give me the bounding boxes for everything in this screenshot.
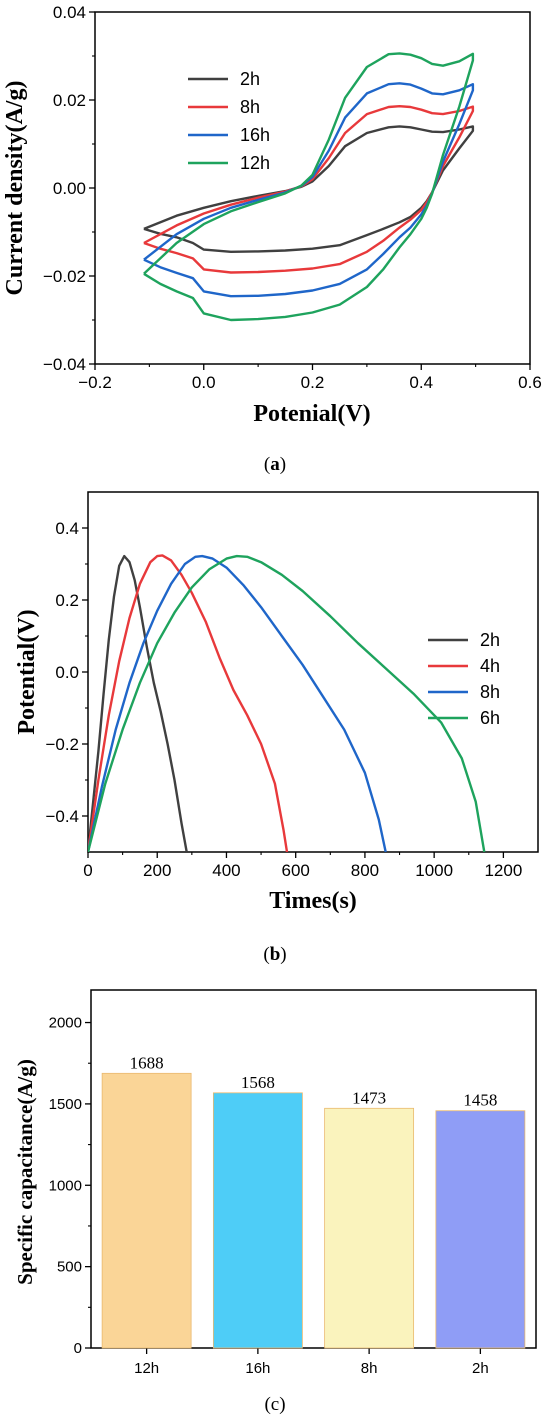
- cv-y-axis-label: Current density(A/g): [2, 81, 28, 296]
- gcd-y-axis-label: Potential(V): [14, 609, 40, 734]
- y-tick-label-2: 1000: [49, 1177, 82, 1194]
- x-tick-label-2: 0.2: [301, 373, 325, 392]
- bar-12h: [101, 1072, 192, 1349]
- y-tick-label-0: −0.4: [45, 807, 79, 826]
- legend-label-6h: 6h: [480, 708, 500, 728]
- bar-plot-frame: [90, 989, 537, 1349]
- bar-2h: [435, 1110, 526, 1349]
- x-tick-label-1: 200: [143, 861, 171, 880]
- series-line-8h: [88, 554, 387, 852]
- y-tick-label-3: 0.2: [55, 591, 79, 610]
- legend-label-16h: 16h: [240, 125, 270, 145]
- cv-legend: 2h 8h 16h 12h: [188, 69, 270, 173]
- bar-value-label-2h: 1458: [463, 1091, 497, 1110]
- y-tick-label-1: 500: [57, 1259, 82, 1276]
- legend-label-4h: 4h: [480, 656, 500, 676]
- cv-ticks: −0.2 0.0 0.2 0.4 0.6 −0.04 −0.02 0.00 0.02 0.04: [43, 3, 542, 392]
- bar-16h: [212, 1092, 303, 1349]
- legend-label-2h: 2h: [240, 69, 260, 89]
- x-tick-label-1: 0.0: [192, 373, 216, 392]
- legend-label-2h: 2h: [480, 630, 500, 650]
- bar-y-axis-label: Specific capacitance(A/g): [13, 1059, 37, 1285]
- gcd-ticks: 0 200 400 600 800 1000 1200 −0.4 −0.2 0.0 0.2 0.4: [45, 519, 522, 880]
- x-tick-label-6: 1200: [484, 861, 522, 880]
- bar-caption-letter: c: [271, 1394, 279, 1415]
- cv-chart: −0.2 0.0 0.2 0.4 0.6 −0.04 −0.02 0.00 0.02 0.04 2…: [2, 3, 542, 475]
- series-line-2h: [143, 125, 475, 253]
- cv-plot-frame: [94, 11, 531, 365]
- y-tick-label-3: 1500: [49, 1096, 82, 1113]
- gcd-chart: 0 200 400 600 800 1000 1200 −0.4 −0.2 0.0 0.2 0.4 2…: [14, 491, 539, 965]
- x-tick-label-4: 800: [351, 861, 379, 880]
- legend-label-8h: 8h: [240, 97, 260, 117]
- x-tick-label-12h: 12h: [134, 1360, 159, 1377]
- bar-caption: (c): [264, 1394, 285, 1415]
- x-tick-label-3: 600: [282, 861, 310, 880]
- gcd-x-axis-label: Times(s): [269, 888, 357, 914]
- series-line-12h: [143, 52, 475, 322]
- gcd-series-lines: [88, 554, 486, 852]
- bar-value-label-8h: 1473: [352, 1088, 386, 1107]
- bar-ticks: 0 500 1000 1500 2000 12h 16h 8h 2h: [49, 1015, 489, 1377]
- legend-label-12h: 12h: [240, 153, 270, 173]
- legend-label-8h: 8h: [480, 682, 500, 702]
- y-tick-label-1: −0.02: [43, 267, 86, 286]
- gcd-plot-frame: [87, 491, 539, 853]
- x-tick-label-16h: 16h: [245, 1360, 270, 1377]
- cv-x-axis-label: Potenial(V): [253, 401, 370, 427]
- bar-value-label-12h: 1688: [130, 1053, 164, 1072]
- x-tick-label-5: 1000: [415, 861, 453, 880]
- x-tick-label-0: 0: [83, 861, 92, 880]
- cv-caption-letter: a: [270, 454, 280, 475]
- gcd-legend: 2h 4h 8h 6h: [428, 630, 500, 728]
- series-line-6h: [88, 554, 486, 852]
- gcd-caption-letter: b: [270, 944, 281, 965]
- series-line-2h: [88, 554, 188, 852]
- bar-8h: [324, 1107, 415, 1349]
- y-tick-label-1: −0.2: [45, 735, 79, 754]
- cv-series-lines: [143, 52, 475, 322]
- y-tick-label-4: 0.04: [53, 3, 86, 22]
- y-tick-label-4: 2000: [49, 1015, 82, 1032]
- x-tick-label-2: 400: [212, 861, 240, 880]
- series-line-16h: [143, 82, 475, 298]
- gcd-caption: (b): [263, 944, 286, 965]
- x-tick-label-4: 0.6: [518, 373, 542, 392]
- y-tick-label-0: 0: [74, 1340, 82, 1357]
- x-tick-label-0: −0.2: [78, 373, 112, 392]
- bar-value-label-16h: 1568: [241, 1073, 275, 1092]
- bar-series: 1688 1568 1473 1458: [101, 1053, 526, 1349]
- x-tick-label-3: 0.4: [409, 373, 433, 392]
- series-line-4h: [88, 554, 289, 852]
- y-tick-label-2: 0.0: [55, 663, 79, 682]
- y-tick-label-4: 0.4: [55, 519, 79, 538]
- y-tick-label-0: −0.04: [43, 355, 86, 374]
- x-tick-label-2h: 2h: [472, 1360, 489, 1377]
- cv-caption: (a): [264, 454, 286, 475]
- y-tick-label-3: 0.02: [53, 91, 86, 110]
- y-tick-label-2: 0.00: [53, 179, 86, 198]
- x-tick-label-8h: 8h: [361, 1360, 378, 1377]
